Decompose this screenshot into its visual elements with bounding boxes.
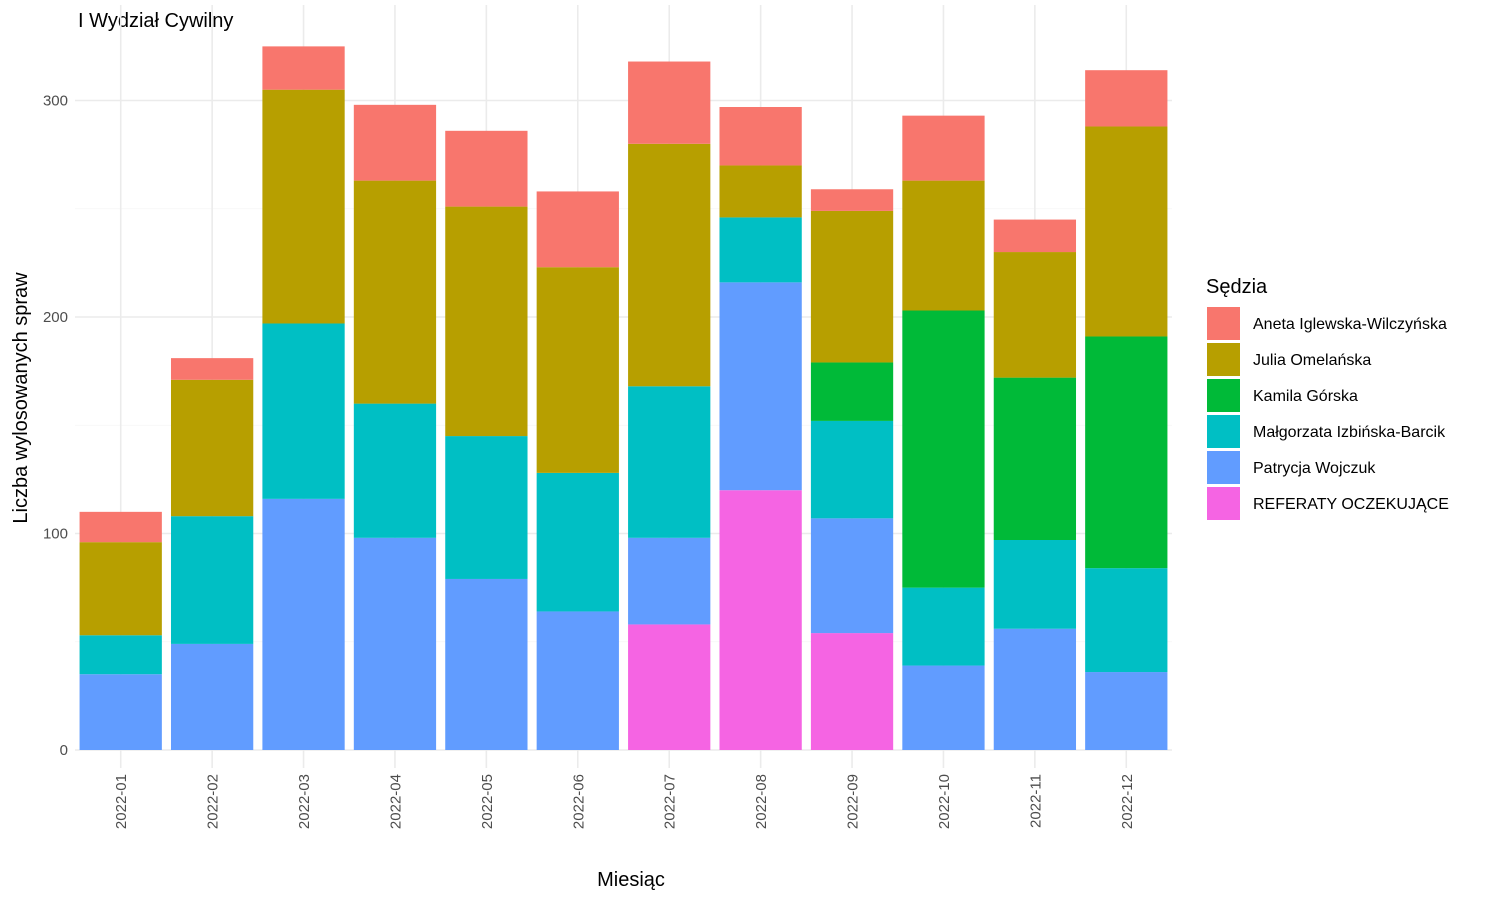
bar-segment (262, 498, 345, 750)
bar-segment (445, 436, 528, 579)
bar-segment (902, 587, 985, 666)
legend: Sędzia Aneta Iglewska-Wilczyńska Julia Om… (1206, 276, 1449, 520)
x-axis-ticks: 2022-01 2022-02 2022-03 2022-04 2022-05 2022-… (113, 774, 1136, 829)
bar-segment (810, 210, 894, 363)
bar-segment (902, 115, 985, 181)
bar-segment (1085, 126, 1168, 337)
x-tick-label: 2022-09 (845, 774, 862, 829)
bar-segment (628, 624, 711, 750)
bar-segment (719, 217, 802, 283)
bar-segment (170, 379, 254, 517)
bar-segment (262, 89, 345, 324)
bar-segment (262, 323, 345, 499)
bar-segment (993, 219, 1077, 253)
bar-segment (536, 472, 619, 612)
bar-segment (1085, 70, 1168, 127)
bar-segment (170, 358, 254, 380)
bar-segment (810, 362, 894, 421)
legend-title: Sędzia (1206, 276, 1268, 298)
bar-segment (719, 490, 802, 750)
legend-label: Aneta Iglewska-Wilczyńska (1253, 316, 1447, 333)
bar-segment (536, 267, 619, 473)
legend-swatch (1207, 451, 1240, 484)
x-tick-label: 2022-02 (205, 774, 222, 829)
bar-segment (993, 628, 1077, 750)
x-axis-title: Miesiąc (597, 869, 665, 891)
bar-segment (719, 107, 802, 166)
y-tick-label: 0 (60, 742, 68, 759)
bar-segment (262, 46, 345, 90)
bar-segment (902, 665, 985, 750)
x-tick-label: 2022-04 (387, 774, 404, 829)
y-axis-title: Liczba wylosowanych spraw (10, 272, 32, 524)
bar-segment (353, 180, 437, 404)
bar-segment (536, 191, 619, 268)
y-axis-ticks: 0 100 200 300 (43, 93, 68, 760)
bars (79, 46, 1168, 750)
bar-segment (536, 611, 619, 750)
bar-segment (445, 578, 528, 750)
bar-segment (902, 310, 985, 588)
bar-segment (170, 643, 254, 750)
legend-label: Julia Omelańska (1253, 352, 1371, 369)
legend-swatch (1207, 415, 1240, 448)
legend-swatch (1207, 307, 1240, 340)
bar-segment (170, 516, 254, 644)
bar-segment (810, 189, 894, 211)
legend-swatch (1207, 379, 1240, 412)
legend-label: REFERATY OCZEKUJĄCE (1253, 496, 1449, 513)
legend-label: Małgorzata Izbińska-Barcik (1253, 424, 1446, 441)
bar-segment (1085, 336, 1168, 569)
bar-segment (1085, 568, 1168, 673)
bar-segment (445, 130, 528, 207)
legend-swatch (1207, 487, 1240, 520)
y-tick-label: 100 (43, 526, 68, 543)
x-tick-label: 2022-06 (570, 774, 587, 829)
legend-swatch (1207, 343, 1240, 376)
x-tick-label: 2022-12 (1119, 774, 1136, 829)
x-tick-label: 2022-07 (662, 774, 679, 829)
bar-segment (628, 61, 711, 144)
bar-segment (79, 674, 162, 750)
bar-segment (993, 377, 1077, 540)
y-tick-label: 200 (43, 309, 68, 326)
bar-segment (445, 206, 528, 437)
x-tick-label: 2022-11 (1027, 774, 1044, 828)
bar-segment (79, 542, 162, 636)
legend-label: Patrycja Wojczuk (1253, 460, 1376, 477)
bar-segment (628, 386, 711, 538)
bar-segment (1085, 672, 1168, 750)
bar-segment (810, 518, 894, 634)
bar-segment (993, 252, 1077, 378)
bar-segment (902, 180, 985, 311)
bar-segment (719, 165, 802, 218)
x-tick-label: 2022-10 (936, 774, 953, 829)
bar-segment (810, 633, 894, 750)
x-tick-label: 2022-01 (113, 774, 130, 829)
x-tick-label: 2022-03 (296, 774, 313, 829)
bar-segment (628, 143, 711, 387)
chart-title: I Wydział Cywilny (78, 10, 233, 32)
y-tick-label: 300 (43, 93, 68, 110)
bar-segment (353, 104, 437, 181)
bar-segment (810, 420, 894, 519)
x-tick-label: 2022-05 (479, 774, 496, 829)
bar-segment (353, 403, 437, 538)
bar-segment (993, 540, 1077, 629)
legend-label: Kamila Górska (1253, 388, 1358, 405)
bar-segment (353, 537, 437, 750)
x-tick-label: 2022-08 (753, 774, 770, 829)
bar-segment (79, 511, 162, 543)
bar-segment (719, 282, 802, 491)
bar-segment (79, 635, 162, 675)
bar-segment (628, 537, 711, 625)
